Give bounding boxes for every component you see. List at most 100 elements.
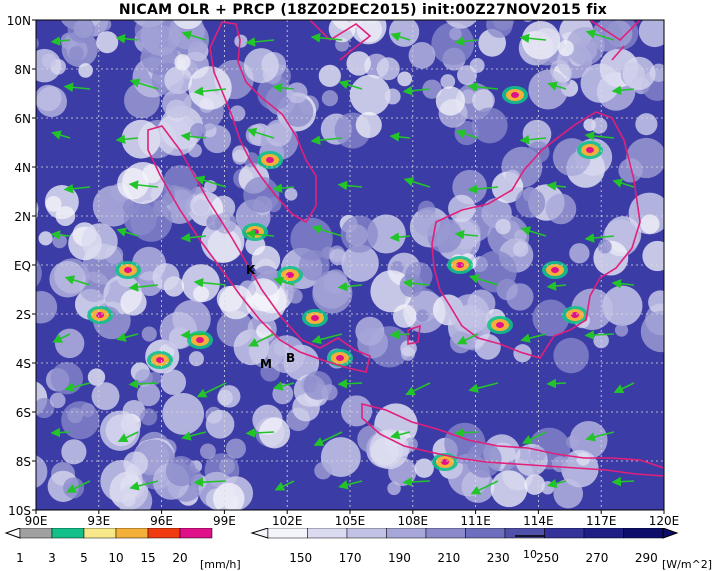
cloud-blob xyxy=(448,194,476,223)
cloud-blob xyxy=(478,0,512,18)
precip-cell-core xyxy=(96,312,104,318)
wind-arrow xyxy=(584,131,615,141)
cloud-blob xyxy=(553,337,589,374)
cloud-blob xyxy=(87,368,106,386)
precip-cell-core xyxy=(311,315,319,321)
precip-cell-core xyxy=(571,312,579,318)
cloud-blob xyxy=(350,20,387,45)
cloud-blob xyxy=(493,0,508,5)
wind-arrow xyxy=(546,378,567,389)
cloud-blob xyxy=(193,285,210,302)
olr-bar-label: 170 xyxy=(339,551,362,565)
wind-arrow xyxy=(181,431,207,441)
wind-arrow xyxy=(547,81,567,91)
cloud-blob xyxy=(91,382,120,411)
cloud-blob xyxy=(61,439,87,465)
cloud-blob xyxy=(217,385,241,408)
wind-arrow xyxy=(454,36,479,47)
cloud-blob xyxy=(408,41,436,69)
cloud-blob xyxy=(414,458,434,478)
olr-bar-segment xyxy=(583,528,624,539)
cloud-blob xyxy=(515,187,546,218)
precip-bar-label: 5 xyxy=(80,551,88,565)
cloud-blob xyxy=(63,477,85,499)
cloud-blob xyxy=(365,0,404,10)
wind-arrow xyxy=(115,33,139,44)
cloud-blob xyxy=(0,372,10,398)
wind-arrow xyxy=(50,427,71,438)
cloud-blob xyxy=(148,371,162,385)
cloud-blob xyxy=(229,105,246,122)
cloud-blob xyxy=(471,107,508,144)
cloud-blob xyxy=(67,20,95,43)
cloud-blob xyxy=(553,478,584,509)
cloud-blob xyxy=(140,20,181,56)
y-tick-label: 8N xyxy=(14,63,31,77)
olr-bar-label: 150 xyxy=(289,551,312,565)
wind-arrow xyxy=(273,381,295,391)
wind-arrow xyxy=(245,229,275,239)
cloud-blob xyxy=(447,0,474,16)
x-tick-label: 96E xyxy=(150,514,173,528)
wind-arrow xyxy=(128,282,159,292)
place-label-k: K xyxy=(246,263,256,277)
olr-bar-label: 270 xyxy=(585,551,608,565)
cloud-blob xyxy=(206,214,223,231)
olr-bar-segment xyxy=(307,528,348,539)
cloud-blob xyxy=(635,113,658,136)
wind-arrow xyxy=(470,480,499,495)
precip-cell-core xyxy=(336,355,344,361)
cloud-blob xyxy=(341,244,379,282)
wind-arrow xyxy=(64,275,91,286)
coastline-vietnam xyxy=(589,20,641,61)
wind-arrow xyxy=(180,131,207,142)
cloud-blob xyxy=(174,54,191,71)
cloud-blob xyxy=(614,323,629,337)
cloud-blob xyxy=(141,326,157,342)
precip-cell-core xyxy=(586,147,594,153)
wind-arrow xyxy=(402,278,431,288)
wind-arrow xyxy=(310,33,343,43)
wind-arrow xyxy=(467,184,499,194)
precip-cell-core xyxy=(551,267,559,273)
cloud-blob xyxy=(314,461,332,480)
cloud-blob xyxy=(321,384,338,401)
cloud-blob xyxy=(148,0,169,15)
wind-arrow xyxy=(390,32,411,42)
precip-cell-core xyxy=(124,267,132,273)
wind-arrow xyxy=(50,230,71,240)
cloud-blob xyxy=(81,223,118,260)
precip-bar-segment xyxy=(179,528,213,539)
precip-cell-core xyxy=(156,357,164,363)
cloud-blob xyxy=(416,309,429,323)
cloud-blob xyxy=(329,248,347,266)
wind-arrow xyxy=(193,86,227,97)
coastline-borneo xyxy=(431,111,641,359)
cloud-blob xyxy=(98,20,112,31)
olr-bar-segment xyxy=(465,528,506,539)
cloud-blob xyxy=(243,176,280,213)
cloud-blob xyxy=(0,31,22,65)
cloud-blob xyxy=(438,7,450,19)
olr-bar-lower-tri xyxy=(250,528,269,539)
cloud-blob xyxy=(258,417,291,449)
cloud-blob xyxy=(357,327,389,359)
cloud-blob xyxy=(200,219,245,264)
wind-arrow xyxy=(455,129,479,139)
y-tick-label: 4N xyxy=(14,161,31,175)
cloud-blob xyxy=(54,328,85,359)
cloud-blob xyxy=(205,409,235,439)
cloud-blob xyxy=(243,48,279,84)
cloud-blob xyxy=(387,481,401,496)
cloud-blob xyxy=(284,280,297,294)
wind-arrow xyxy=(248,333,275,347)
cloud-blob xyxy=(355,0,372,10)
x-tick-label: 102E xyxy=(272,514,303,528)
wind-arrow xyxy=(546,181,567,191)
cloud-blob xyxy=(213,482,245,510)
cloud-blob xyxy=(137,383,161,407)
cloud-blob xyxy=(474,250,517,293)
wind-arrow xyxy=(611,476,635,487)
y-axis-labels: 10N 8N 6N 4N 2N EQ 2S 4S 6S 8S 10S xyxy=(7,14,36,518)
wind-arrow xyxy=(180,232,207,243)
